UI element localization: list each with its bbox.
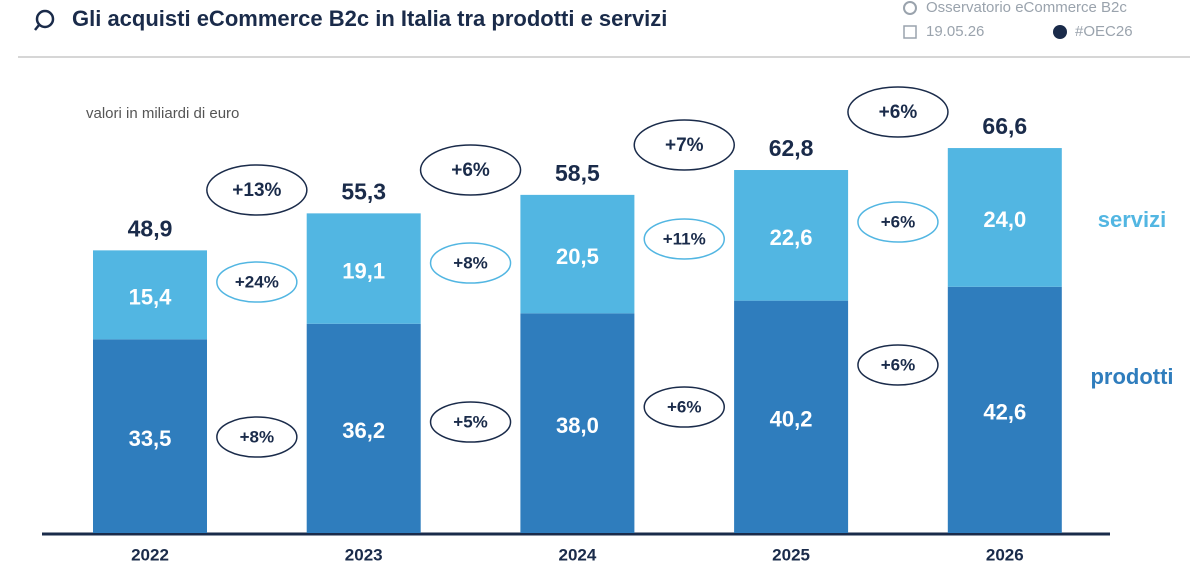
growth-bubble	[216, 416, 298, 458]
growth-bubble	[419, 144, 522, 196]
icon	[35, 9, 55, 29]
icon	[34, 24, 40, 31]
value-label: 40,2	[770, 407, 813, 432]
value-label: 20,5	[556, 244, 599, 269]
bar-segment	[93, 250, 207, 340]
growth-bubble	[643, 386, 725, 428]
icon	[903, 25, 917, 39]
growth-label: +13%	[232, 180, 281, 201]
bar-segment	[947, 148, 1062, 287]
unit-note: valori in miliardi di euro	[86, 105, 239, 122]
bar-segment	[306, 323, 421, 533]
value-label: 42,6	[983, 400, 1026, 425]
source: Osservatorio eCommerce B2c	[926, 0, 1127, 16]
value-label: 38,0	[556, 413, 599, 438]
value-label: 33,5	[129, 426, 172, 451]
total-label: 66,6	[982, 113, 1027, 139]
growth-bubble	[857, 344, 939, 386]
growth-label: +8%	[240, 427, 275, 446]
icon	[903, 1, 917, 15]
total-label: 62,8	[769, 135, 814, 161]
growth-bubble	[429, 242, 512, 284]
value-label: 36,2	[342, 418, 385, 443]
bar-segment	[520, 313, 635, 533]
bar-segment	[306, 213, 421, 324]
growth-bubble	[847, 86, 949, 138]
value-label: 19,1	[342, 258, 385, 283]
hashtag: #OEC26	[1075, 23, 1133, 40]
value-label: 24,0	[983, 207, 1026, 232]
growth-label: +6%	[879, 102, 918, 123]
value-label: 22,6	[770, 225, 813, 250]
value-label: 15,4	[129, 285, 173, 310]
legend-label: prodotti	[1090, 364, 1173, 389]
growth-label: +6%	[667, 397, 702, 416]
bar-segment	[520, 194, 635, 314]
growth-label: +5%	[453, 412, 488, 431]
growth-label: +11%	[663, 229, 706, 248]
bar-segment	[93, 339, 207, 533]
growth-label: +24%	[235, 272, 279, 291]
total-label: 48,9	[128, 215, 173, 241]
growth-bubble	[857, 201, 939, 243]
growth-bubble	[633, 119, 735, 171]
growth-label: +6%	[881, 212, 916, 231]
bar-segment	[734, 300, 849, 533]
title: Gli acquisti eCommerce B2c in Italia tra…	[72, 6, 667, 31]
growth-label: +7%	[665, 135, 704, 156]
icon	[1053, 25, 1067, 39]
total-label: 58,5	[555, 160, 600, 186]
growth-label: +6%	[881, 355, 916, 374]
growth-label: +8%	[453, 253, 488, 272]
legend-label: servizi	[1098, 207, 1167, 232]
growth-bubble	[643, 218, 725, 260]
growth-bubble	[429, 401, 512, 443]
x-tick-label: 2022	[131, 545, 169, 564]
x-tick-label: 2023	[345, 545, 383, 564]
growth-label: +6%	[451, 160, 490, 181]
growth-bubble	[206, 164, 308, 216]
bar-segment	[947, 286, 1062, 533]
total-label: 55,3	[341, 178, 386, 204]
date: 19.05.26	[926, 23, 984, 40]
x-tick-label: 2025	[772, 545, 810, 564]
bar-segment	[734, 170, 849, 301]
x-tick-label: 2024	[558, 545, 596, 564]
growth-bubble	[216, 261, 298, 303]
x-tick-label: 2026	[986, 545, 1024, 564]
